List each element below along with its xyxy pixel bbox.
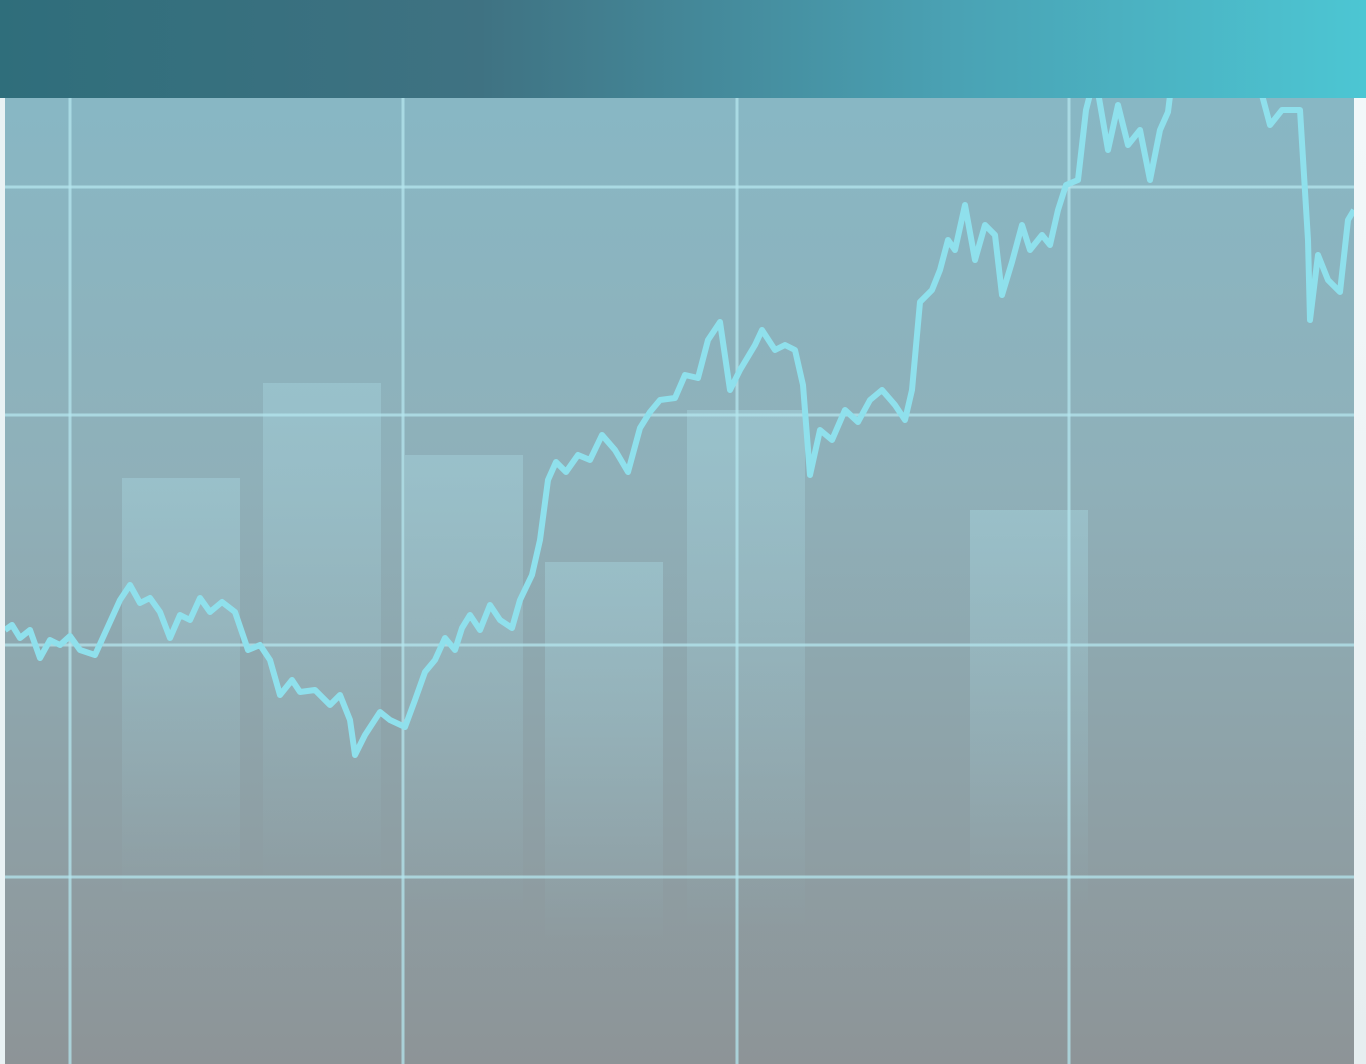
header-band [0,0,1366,98]
bar-shape [545,562,663,942]
right-edge [1354,98,1366,1064]
bar-shape [122,478,240,898]
bar-shape [687,410,805,930]
left-edge [0,98,5,1064]
faint-bars [122,383,1088,942]
bar-shape [263,383,381,883]
bar-shape [405,455,523,915]
trend-line [3,37,1357,758]
